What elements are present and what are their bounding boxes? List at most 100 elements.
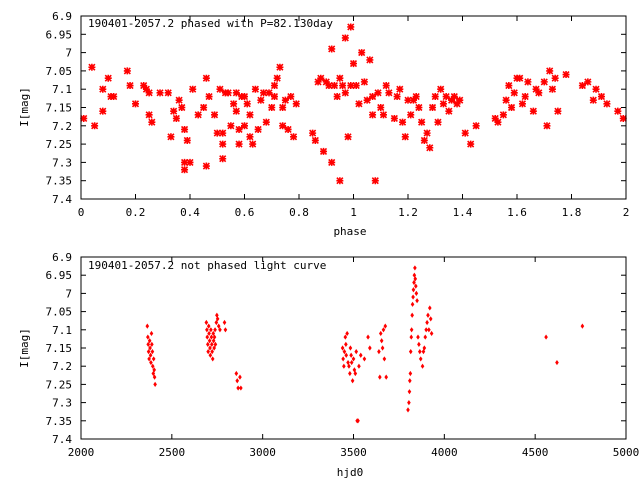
phased-data-point <box>472 122 480 130</box>
raw-data-point <box>216 323 221 329</box>
phased-data-point <box>251 85 259 93</box>
raw-data-point <box>362 356 367 362</box>
raw-data-point <box>413 276 418 282</box>
phased-data-point <box>431 92 439 101</box>
phased-y-tick-label: 7.25 <box>46 138 73 151</box>
phased-light-curve-panel: 190401-2057.2 phased with P=82.130day ph… <box>18 10 629 238</box>
phased-data-point <box>200 103 208 112</box>
raw-data-point <box>357 363 361 369</box>
phased-data-point <box>328 45 336 53</box>
phased-data-point <box>369 111 377 119</box>
raw-data-point <box>215 316 220 322</box>
phased-data-point <box>180 125 189 134</box>
phased-data-point <box>461 129 469 137</box>
raw-data-point <box>151 370 156 377</box>
phased-data-point <box>551 74 559 82</box>
phased-data-point <box>412 92 420 101</box>
raw-data-point <box>418 356 423 362</box>
phased-data-point <box>355 100 363 108</box>
phased-data-point <box>540 78 548 86</box>
raw-x-tick-label: 3000 <box>249 446 276 459</box>
phased-data-point <box>235 125 243 134</box>
phased-x-tick-label: 0 <box>78 206 85 219</box>
phased-data-point <box>437 85 445 93</box>
raw-data-point <box>411 287 416 293</box>
raw-data-point <box>148 352 153 358</box>
phased-data-point <box>434 118 442 126</box>
raw-data-point <box>205 327 209 333</box>
phased-data-point <box>341 34 349 42</box>
phased-data-point <box>170 107 178 115</box>
raw-data-point <box>422 345 427 351</box>
phased-data-point <box>232 89 240 97</box>
raw-data-point <box>353 370 358 377</box>
raw-data-point <box>411 294 415 300</box>
raw-y-tick-label: 7.3 <box>52 397 72 410</box>
raw-y-tick-label: 7.2 <box>52 360 72 373</box>
phased-y-tick-label: 7 <box>65 47 72 60</box>
raw-data-point <box>378 330 383 337</box>
raw-x-axis-label: hjd0 <box>337 466 364 479</box>
phased-data-point <box>543 122 551 130</box>
phased-x-tick-label: 1 <box>350 206 357 219</box>
raw-data-point <box>418 349 422 355</box>
phased-data-point <box>584 78 592 86</box>
raw-y-tick-label: 7.05 <box>46 306 73 319</box>
raw-data-point <box>146 349 151 355</box>
raw-data-point <box>209 334 214 340</box>
phased-data-point <box>317 74 325 82</box>
phased-data-point <box>219 129 227 137</box>
phased-data-point <box>219 140 227 148</box>
phased-data-point <box>619 114 627 123</box>
raw-data-point <box>146 334 150 340</box>
raw-light-curve-panel: 190401-2057.2 not phased light curve hjd… <box>18 251 639 479</box>
raw-data-point <box>426 312 430 318</box>
raw-data-point <box>151 356 156 362</box>
raw-data-point <box>343 334 348 340</box>
phased-data-point <box>142 85 150 93</box>
phased-data-point <box>240 92 249 101</box>
phased-data-point <box>423 129 431 137</box>
phased-data-point <box>328 158 336 166</box>
phased-data-point <box>164 89 172 97</box>
raw-data-point <box>234 370 239 377</box>
phased-data-point <box>246 133 254 141</box>
phased-data-point <box>156 89 164 97</box>
phased-y-tick-label: 7.15 <box>46 102 73 115</box>
phased-data-point <box>603 100 611 108</box>
phased-data-point <box>260 89 268 97</box>
raw-x-tick-label: 2000 <box>68 446 95 459</box>
phased-data-point <box>325 81 333 90</box>
phased-data-point <box>309 129 317 137</box>
phased-data-point <box>358 49 366 57</box>
phased-data-point <box>494 118 502 126</box>
raw-data-point <box>344 341 348 347</box>
raw-x-tick-label: 2500 <box>159 446 186 459</box>
phased-data-point <box>369 92 377 101</box>
phased-data-point <box>314 78 322 86</box>
phased-data-point <box>123 67 131 75</box>
phased-data-point <box>240 122 249 130</box>
raw-data-point <box>425 319 429 326</box>
phased-data-point <box>140 81 148 90</box>
raw-data-point <box>152 374 157 380</box>
phased-data-point <box>554 107 562 115</box>
phased-data-point <box>270 92 279 101</box>
phased-data-point <box>126 81 134 90</box>
phased-data-point <box>597 92 606 101</box>
phased-data-point <box>390 114 398 123</box>
phased-data-point <box>349 60 358 68</box>
raw-data-point <box>214 319 219 326</box>
phased-data-point <box>366 56 374 64</box>
phased-data-point <box>448 96 456 104</box>
raw-data-point <box>377 349 381 355</box>
raw-data-point <box>206 323 211 329</box>
phased-data-point <box>224 89 232 97</box>
phased-data-point <box>450 92 458 101</box>
phased-data-point <box>456 96 464 104</box>
raw-data-point <box>150 363 155 369</box>
phased-data-point <box>172 114 180 123</box>
raw-data-point <box>351 356 356 362</box>
phased-data-point <box>330 81 338 90</box>
raw-data-point <box>358 352 363 358</box>
